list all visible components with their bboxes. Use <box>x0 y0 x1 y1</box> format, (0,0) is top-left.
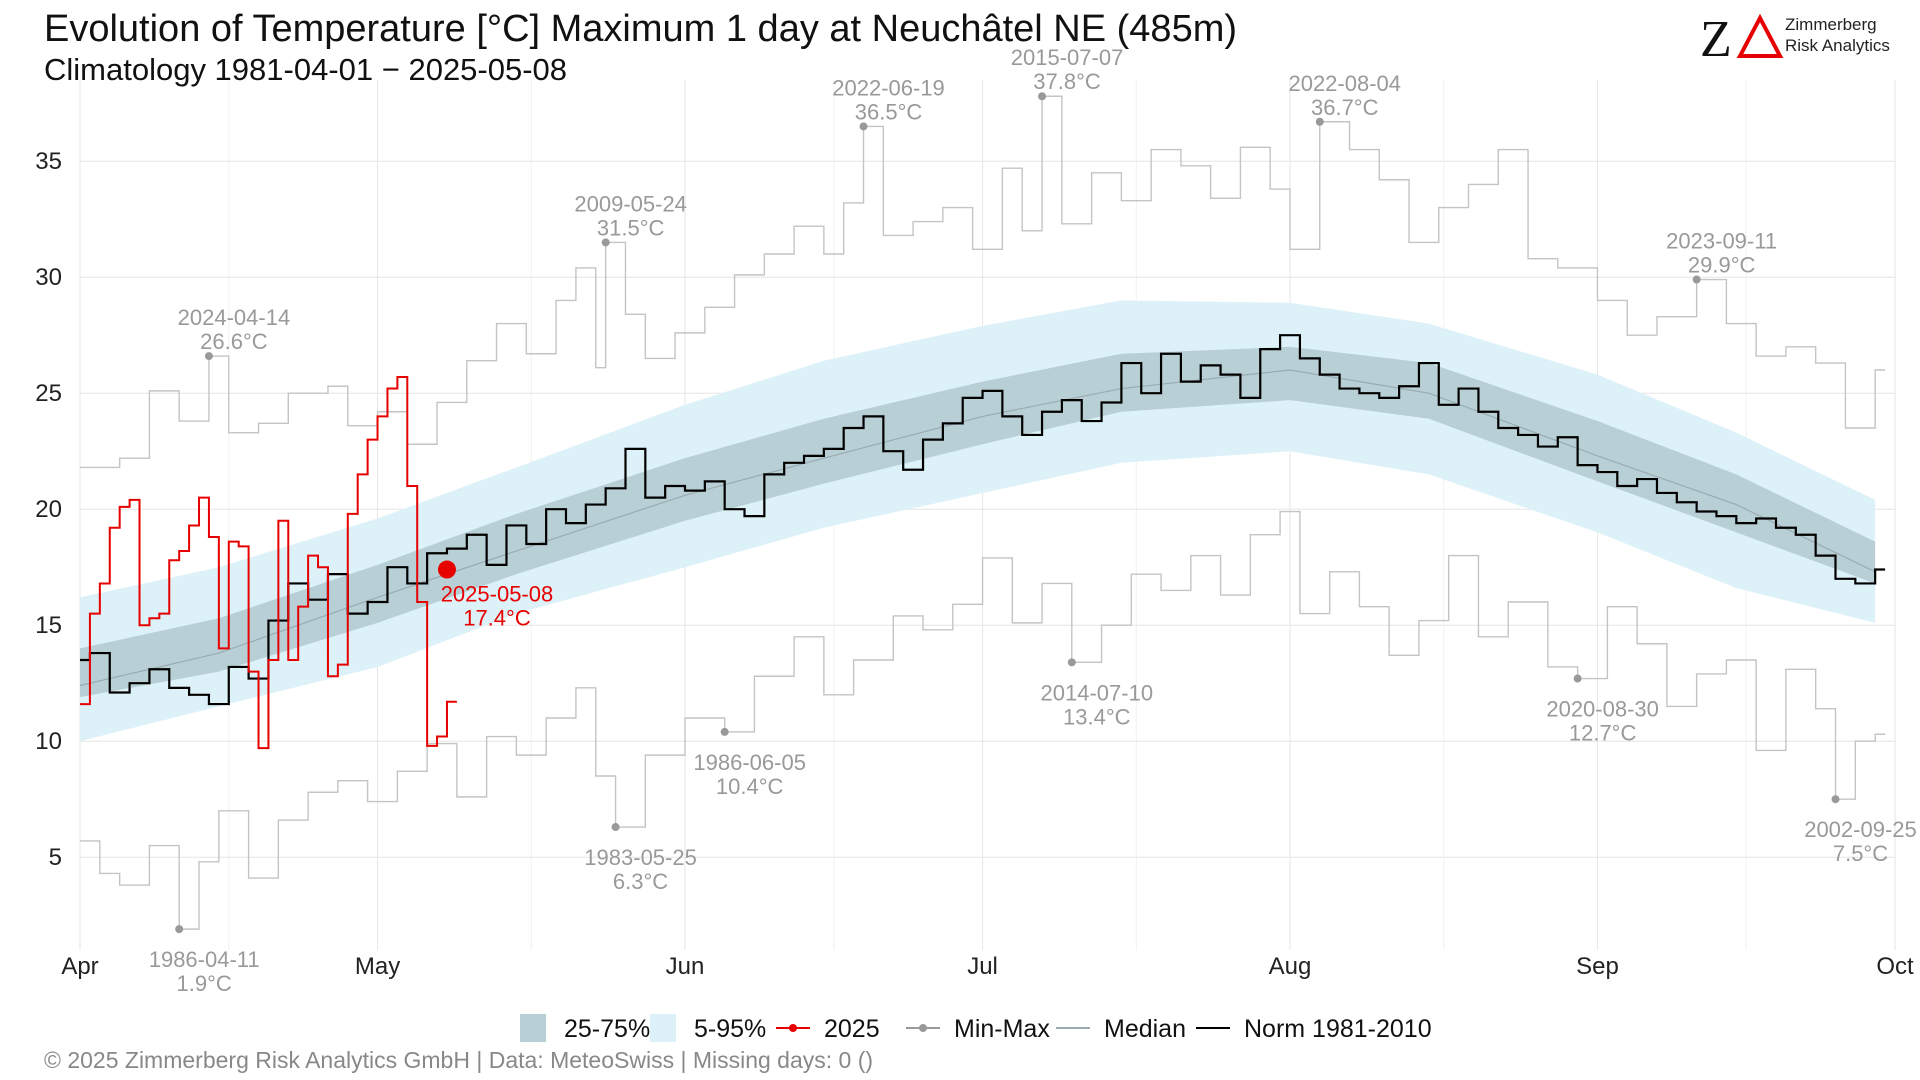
x-tick-label: Sep <box>1576 953 1619 980</box>
legend-label: 25-75% <box>564 1015 650 1043</box>
legend-swatch <box>650 1014 676 1042</box>
extreme-point <box>1573 674 1582 683</box>
extreme-value-label: 31.5°C <box>597 215 665 240</box>
x-tick-label: Jul <box>967 953 998 980</box>
legend-item-p95: 5-95% <box>650 1014 766 1043</box>
chart-title: Evolution of Temperature [°C] Maximum 1 … <box>44 8 1238 50</box>
current-value-label: 17.4°C <box>463 606 531 631</box>
legend-layer: 25-75% 5-95% 2025 Min-Max Median Norm 1981-20… <box>520 1014 1432 1043</box>
extreme-point <box>601 238 610 247</box>
legend-label: Median <box>1104 1015 1186 1043</box>
logo-text: Zimmerberg Risk Analytics <box>1785 14 1890 56</box>
extreme-date-label: 1983-05-25 <box>584 845 697 870</box>
legend-label: Min-Max <box>954 1015 1050 1043</box>
extreme-value-label: 36.7°C <box>1311 95 1379 120</box>
series-2025 <box>80 375 457 750</box>
y-tick-label: 25 <box>35 380 62 407</box>
legend-item-median: Median <box>1056 1015 1186 1043</box>
series-min <box>80 510 1886 930</box>
extreme-date-label: 2024-04-14 <box>178 305 291 330</box>
x-tick-label: Aug <box>1269 953 1312 980</box>
logo-line1: Zimmerberg <box>1785 15 1877 34</box>
extreme-value-label: 12.7°C <box>1569 721 1637 746</box>
extreme-date-label: 2022-08-04 <box>1288 71 1401 96</box>
y-tick-label: 30 <box>35 264 62 291</box>
y-tick-label: 15 <box>35 612 62 639</box>
legend-swatch-dot <box>919 1024 927 1032</box>
y-tick-label: 5 <box>49 844 62 871</box>
chart-subtitle: Climatology 1981-04-01 − 2025-05-08 <box>44 52 568 87</box>
x-tick-label: Jun <box>666 953 705 980</box>
y-tick-label: 10 <box>35 728 62 755</box>
legend-item-norm: Norm 1981-2010 <box>1196 1015 1432 1043</box>
current-point <box>437 560 456 579</box>
x-tick-label: May <box>355 953 400 980</box>
extreme-value-label: 7.5°C <box>1833 841 1888 866</box>
logo-mark: Z <box>1700 11 1784 64</box>
extreme-date-label: 1986-04-11 <box>149 947 260 972</box>
x-tick-label: Apr <box>61 953 98 980</box>
extreme-point <box>611 823 620 832</box>
legend-item-iqr: 25-75% <box>520 1014 650 1043</box>
series-norm <box>80 334 1886 706</box>
extreme-point <box>1038 92 1047 101</box>
legend-item-minmax: Min-Max <box>906 1015 1050 1043</box>
extreme-date-label: 2002-09-25 <box>1804 817 1917 842</box>
legend-label: 2025 <box>824 1015 880 1043</box>
legend-swatch-dot <box>789 1024 797 1032</box>
footer-credit: © 2025 Zimmerberg Risk Analytics GmbH | … <box>44 1047 874 1073</box>
series-median <box>79 369 1876 687</box>
x-tick-label: Oct <box>1876 953 1914 980</box>
extreme-point <box>175 925 184 934</box>
band-5-95% <box>80 300 1876 742</box>
current-date-label: 2025-05-08 <box>441 582 554 607</box>
extreme-value-label: 1.9°C <box>177 971 232 996</box>
extreme-date-label: 2022-06-19 <box>832 75 945 100</box>
legend-item-y2025: 2025 <box>776 1015 880 1043</box>
axes-layer: 5 10 15 20 25 30 35 Apr May Jun Jul Aug Sep Oct <box>35 148 1914 980</box>
extreme-date-label: 2023-09-11 <box>1666 229 1777 254</box>
legend-label: 5-95% <box>694 1015 766 1043</box>
y-tick-label: 35 <box>35 148 62 175</box>
extreme-point <box>1315 117 1324 126</box>
extreme-point <box>1067 658 1076 667</box>
logo-line2: Risk Analytics <box>1785 36 1890 55</box>
legend-label: Norm 1981-2010 <box>1244 1015 1432 1043</box>
extreme-value-label: 6.3°C <box>613 869 668 894</box>
lines-layer <box>79 95 1886 930</box>
extreme-value-label: 26.6°C <box>200 329 268 354</box>
band-25-75% <box>80 346 1876 698</box>
extreme-point <box>204 352 213 361</box>
extreme-point <box>859 122 868 131</box>
extreme-value-label: 29.9°C <box>1688 253 1756 278</box>
logo-delta <box>1736 13 1784 58</box>
legend-swatch <box>520 1014 546 1042</box>
y-tick-label: 20 <box>35 496 62 523</box>
extreme-date-label: 2015-07-07 <box>1011 45 1124 70</box>
extreme-date-label: 1986-06-05 <box>693 750 806 775</box>
logo-z: Z <box>1700 11 1732 64</box>
extreme-point <box>1692 275 1701 284</box>
extreme-date-label: 2014-07-10 <box>1041 680 1154 705</box>
extreme-point <box>1831 795 1840 804</box>
extreme-value-label: 13.4°C <box>1063 704 1131 729</box>
bands-layer <box>80 300 1876 742</box>
extreme-date-label: 2020-08-30 <box>1546 697 1659 722</box>
extreme-point <box>720 727 729 736</box>
extreme-value-label: 10.4°C <box>716 774 784 799</box>
extreme-value-label: 36.5°C <box>855 99 923 124</box>
extreme-value-label: 37.8°C <box>1033 69 1101 94</box>
extreme-date-label: 2009-05-24 <box>574 191 687 216</box>
